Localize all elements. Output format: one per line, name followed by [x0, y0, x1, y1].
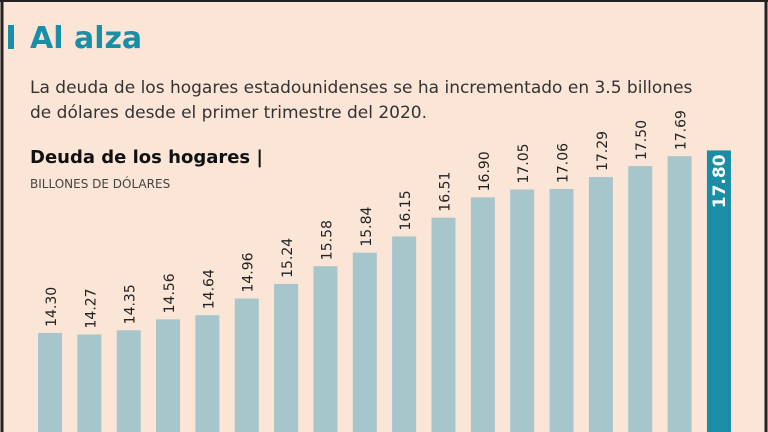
bar	[77, 334, 102, 432]
bar	[588, 177, 613, 432]
bar	[313, 266, 338, 432]
value-label: 14.27	[83, 288, 99, 328]
bar	[274, 283, 299, 432]
bar	[38, 332, 62, 432]
chart-title: Deuda de los hogares |	[30, 147, 263, 168]
value-label: 16.15	[398, 190, 414, 230]
bar	[234, 298, 259, 432]
value-label: 15.84	[359, 206, 375, 246]
bar	[195, 315, 220, 432]
bar	[392, 236, 417, 432]
value-label: 17.05	[516, 143, 532, 183]
bar	[628, 166, 653, 432]
bar	[549, 189, 574, 432]
value-label: 15.24	[280, 238, 296, 278]
bar	[116, 330, 141, 432]
value-label: 15.58	[319, 220, 335, 260]
value-label: 16.90	[477, 151, 493, 191]
bar	[470, 197, 495, 432]
value-label: 14.96	[241, 252, 257, 292]
title-accent	[8, 25, 14, 49]
value-label: 17.06	[556, 143, 572, 183]
subtitle-line: de dólares desde el primer trimestre del…	[30, 103, 427, 123]
value-label: 16.51	[438, 172, 454, 212]
bar	[706, 150, 731, 432]
value-label: 14.30	[44, 287, 60, 327]
value-label: 17.80	[710, 154, 730, 208]
title: Al alza	[30, 21, 142, 56]
bar	[156, 319, 181, 432]
value-label: 14.35	[123, 284, 139, 324]
bar	[352, 252, 377, 432]
value-label: 17.50	[634, 120, 650, 160]
value-label: 14.64	[201, 269, 217, 309]
y-label: BILLONES DE DÓLARES	[30, 176, 170, 191]
bar	[667, 156, 692, 432]
bar	[510, 189, 535, 432]
value-label: 17.69	[674, 110, 690, 150]
value-label: 17.29	[595, 131, 611, 171]
bar	[431, 217, 456, 432]
subtitle-line: La deuda de los hogares estadounidenses …	[30, 78, 693, 98]
value-label: 14.56	[162, 273, 178, 313]
